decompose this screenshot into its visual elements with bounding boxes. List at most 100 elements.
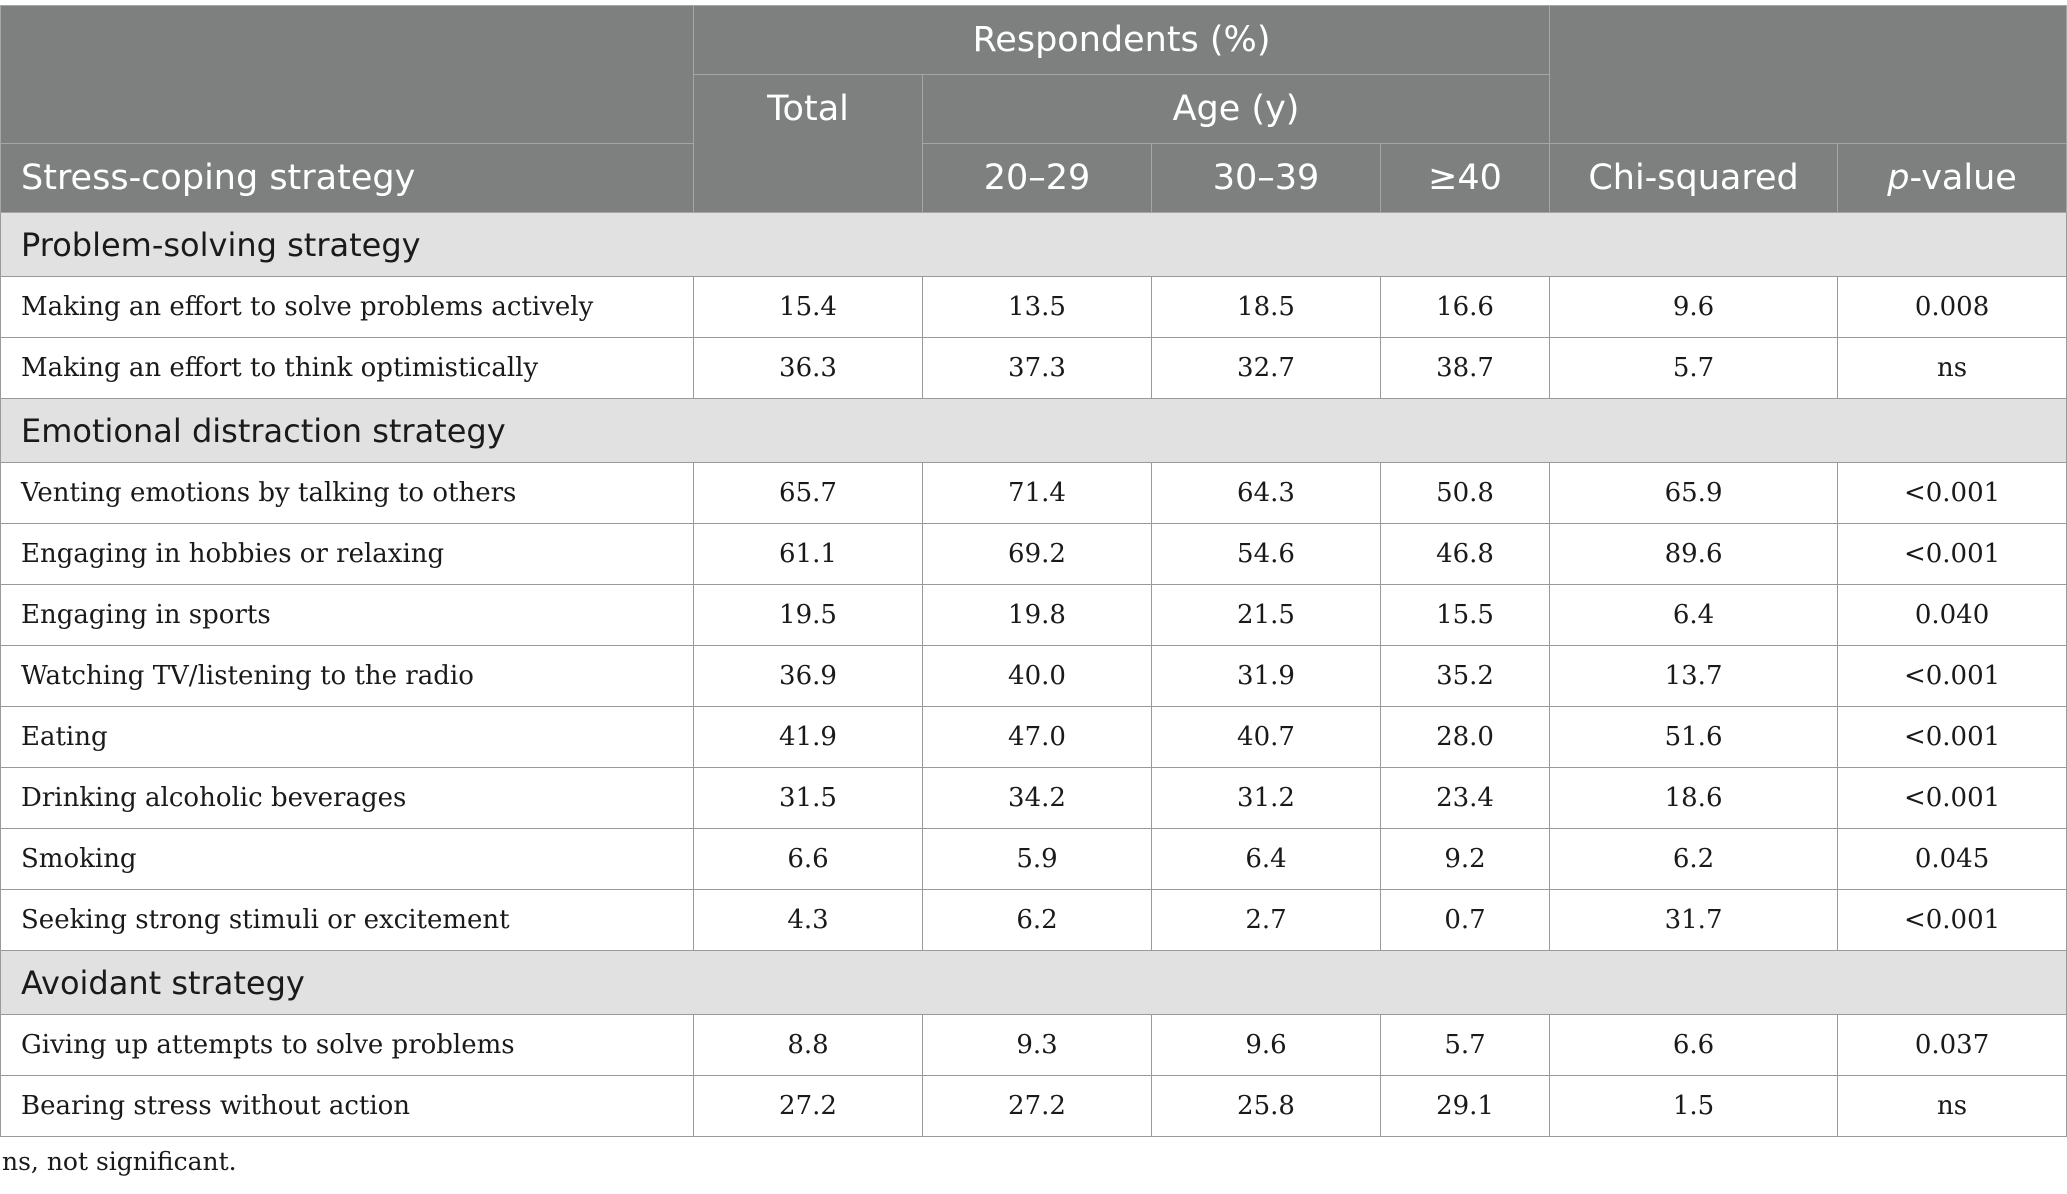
cell-p-value: <0.001 bbox=[1837, 889, 2067, 951]
cell-p-value: <0.001 bbox=[1837, 706, 2067, 768]
cell-total: 31.5 bbox=[693, 767, 923, 829]
header-age-40-plus: ≥40 bbox=[1379, 143, 1551, 213]
cell-total: 65.7 bbox=[693, 462, 923, 524]
cell-age-20-29: 13.5 bbox=[922, 276, 1152, 338]
table-row: Venting emotions by talking to others 65.… bbox=[0, 462, 2067, 524]
header-row-2: Total Age (y) bbox=[1, 74, 2067, 213]
table-row: Smoking 6.6 5.9 6.4 9.2 6.2 0.045 bbox=[0, 828, 2067, 890]
cell-total: 61.1 bbox=[693, 523, 923, 585]
cell-p-value: ns bbox=[1837, 1075, 2067, 1137]
cell-chi-squared: 6.6 bbox=[1549, 1014, 1839, 1076]
cell-chi-squared: 31.7 bbox=[1549, 889, 1839, 951]
p-italic: p bbox=[1887, 158, 1910, 198]
header-row-1: Respondents (%) bbox=[0, 5, 2067, 144]
cell-p-value: <0.001 bbox=[1837, 523, 2067, 585]
cell-total: 15.4 bbox=[693, 276, 923, 338]
cell-p-value: <0.001 bbox=[1837, 462, 2067, 524]
cell-age-40-plus: 23.4 bbox=[1379, 767, 1551, 829]
cell-age-30-39: 64.3 bbox=[1151, 462, 1381, 524]
table-container: Respondents (%) Total Age (y) Stress-cop… bbox=[0, 5, 2067, 1176]
table-body: Problem-solving strategy Making an effort… bbox=[0, 212, 2067, 1137]
cell-total: 36.3 bbox=[693, 337, 923, 399]
cell-chi-squared: 51.6 bbox=[1549, 706, 1839, 768]
table-row: Drinking alcoholic beverages 31.5 34.2 31.2… bbox=[0, 767, 2067, 829]
cell-age-30-39: 40.7 bbox=[1151, 706, 1381, 768]
header-row-3: Stress-coping strategy 20–29 30–39 ≥40 C… bbox=[0, 143, 2067, 213]
cell-age-30-39: 6.4 bbox=[1151, 828, 1381, 890]
row-label: Bearing stress without action bbox=[0, 1075, 694, 1137]
row-label: Watching TV/listening to the radio bbox=[0, 645, 694, 707]
cell-chi-squared: 9.6 bbox=[1549, 276, 1839, 338]
cell-total: 36.9 bbox=[693, 645, 923, 707]
cell-age-20-29: 37.3 bbox=[922, 337, 1152, 399]
cell-chi-squared: 6.2 bbox=[1549, 828, 1839, 890]
cell-chi-squared: 13.7 bbox=[1549, 645, 1839, 707]
row-label: Drinking alcoholic beverages bbox=[0, 767, 694, 829]
cell-age-40-plus: 5.7 bbox=[1379, 1014, 1551, 1076]
table-row: Engaging in sports 19.5 19.8 21.5 15.5 6.4 0.0… bbox=[0, 584, 2067, 646]
cell-age-30-39: 31.2 bbox=[1151, 767, 1381, 829]
cell-age-30-39: 54.6 bbox=[1151, 523, 1381, 585]
section-title: Problem-solving strategy bbox=[0, 212, 2067, 277]
cell-age-20-29: 69.2 bbox=[922, 523, 1152, 585]
cell-age-40-plus: 0.7 bbox=[1379, 889, 1551, 951]
header-blank-right bbox=[1549, 5, 2067, 144]
header-respondents: Respondents (%) bbox=[692, 5, 1551, 75]
cell-total: 6.6 bbox=[693, 828, 923, 890]
table-row: Making an effort to think optimistically… bbox=[0, 337, 2067, 399]
row-label: Seeking strong stimuli or excitement bbox=[0, 889, 694, 951]
cell-total: 27.2 bbox=[693, 1075, 923, 1137]
row-label: Engaging in sports bbox=[0, 584, 694, 646]
cell-age-20-29: 71.4 bbox=[922, 462, 1152, 524]
cell-age-30-39: 2.7 bbox=[1151, 889, 1381, 951]
cell-age-20-29: 47.0 bbox=[922, 706, 1152, 768]
coping-strategy-table: Respondents (%) Total Age (y) Stress-cop… bbox=[0, 5, 2067, 1137]
cell-age-40-plus: 28.0 bbox=[1379, 706, 1551, 768]
cell-total: 8.8 bbox=[693, 1014, 923, 1076]
header-age-30-39: 30–39 bbox=[1151, 143, 1381, 213]
cell-chi-squared: 18.6 bbox=[1549, 767, 1839, 829]
header-age: Age (y) bbox=[921, 74, 1551, 144]
section-title: Emotional distraction strategy bbox=[0, 398, 2067, 463]
table-row: Making an effort to solve problems activ… bbox=[0, 276, 2067, 338]
header-chi-squared: Chi-squared bbox=[1549, 143, 1839, 213]
section-header-row: Problem-solving strategy bbox=[0, 212, 2067, 277]
cell-age-40-plus: 9.2 bbox=[1379, 828, 1551, 890]
header-blank bbox=[0, 5, 694, 144]
cell-age-20-29: 40.0 bbox=[922, 645, 1152, 707]
cell-p-value: 0.045 bbox=[1837, 828, 2067, 890]
cell-p-value: 0.008 bbox=[1837, 276, 2067, 338]
p-rest: -value bbox=[1909, 158, 2017, 198]
header-p-value: p-value bbox=[1837, 143, 2067, 213]
cell-total: 19.5 bbox=[693, 584, 923, 646]
cell-age-40-plus: 35.2 bbox=[1379, 645, 1551, 707]
cell-age-30-39: 31.9 bbox=[1151, 645, 1381, 707]
cell-age-30-39: 18.5 bbox=[1151, 276, 1381, 338]
cell-p-value: 0.037 bbox=[1837, 1014, 2067, 1076]
row-label: Making an effort to think optimistically bbox=[0, 337, 694, 399]
row-label: Smoking bbox=[0, 828, 694, 890]
cell-age-20-29: 9.3 bbox=[922, 1014, 1152, 1076]
cell-age-40-plus: 15.5 bbox=[1379, 584, 1551, 646]
table-row: Watching TV/listening to the radio 36.9 40… bbox=[0, 645, 2067, 707]
section-header-row: Emotional distraction strategy bbox=[0, 398, 2067, 463]
row-label: Venting emotions by talking to others bbox=[0, 462, 694, 524]
cell-age-40-plus: 50.8 bbox=[1379, 462, 1551, 524]
cell-age-30-39: 25.8 bbox=[1151, 1075, 1381, 1137]
cell-chi-squared: 89.6 bbox=[1549, 523, 1839, 585]
cell-total: 4.3 bbox=[693, 889, 923, 951]
section-header-row: Avoidant strategy bbox=[0, 950, 2067, 1015]
cell-age-20-29: 5.9 bbox=[922, 828, 1152, 890]
header-total: Total bbox=[693, 74, 923, 213]
cell-age-40-plus: 46.8 bbox=[1379, 523, 1551, 585]
cell-p-value: ns bbox=[1837, 337, 2067, 399]
cell-chi-squared: 1.5 bbox=[1549, 1075, 1839, 1137]
footnote: ns, not significant. bbox=[2, 1147, 237, 1176]
header-strategy: Stress-coping strategy bbox=[0, 143, 694, 213]
cell-age-20-29: 19.8 bbox=[922, 584, 1152, 646]
row-label: Engaging in hobbies or relaxing bbox=[0, 523, 694, 585]
table-row: Seeking strong stimuli or excitement 4.3 6… bbox=[0, 889, 2067, 951]
table-row: Giving up attempts to solve problems 8.8 9… bbox=[0, 1014, 2067, 1076]
cell-age-30-39: 21.5 bbox=[1151, 584, 1381, 646]
cell-age-40-plus: 16.6 bbox=[1379, 276, 1551, 338]
